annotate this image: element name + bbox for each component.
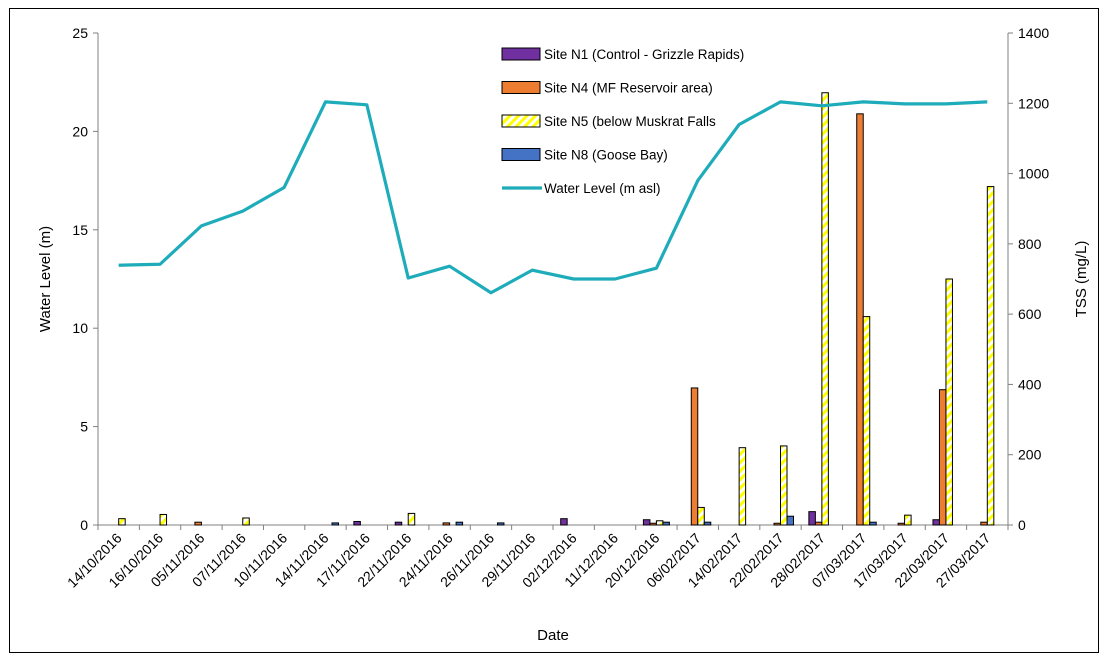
bar-site-n5-below-muskrat-falls bbox=[821, 92, 829, 526]
left-y-tick-label: 10 bbox=[72, 320, 88, 336]
water-level-line-group bbox=[118, 100, 988, 295]
x-axis-title: Date bbox=[537, 627, 569, 644]
bar-site-n8-goose-bay bbox=[331, 522, 339, 526]
left-y-tick-label: 20 bbox=[72, 123, 88, 139]
left-y-tick-label: 5 bbox=[80, 419, 88, 435]
bar-site-n5-below-muskrat-falls bbox=[697, 506, 705, 526]
legend-label: Water Level (m asl) bbox=[544, 181, 661, 196]
y-tick-labels: 0 5 10 15 20 25 0 200 400 600 800 1000 1200 1400 bbox=[72, 25, 1049, 533]
axes bbox=[93, 32, 1013, 530]
bar-site-n8-goose-bay bbox=[869, 521, 877, 526]
right-y-tick-label: 1200 bbox=[1018, 95, 1049, 111]
legend-label: Site N5 (below Muskrat Falls bbox=[544, 114, 716, 129]
right-y-tick-label: 1000 bbox=[1018, 166, 1049, 182]
legend-swatch-site-n8-goose-bay bbox=[501, 148, 541, 161]
bar-site-n5-below-muskrat-falls bbox=[407, 512, 416, 526]
water-level-line bbox=[118, 100, 988, 295]
right-y-tick-label: 400 bbox=[1018, 376, 1042, 392]
legend-label: Site N4 (MF Reservoir area) bbox=[544, 81, 713, 96]
bar-site-n5-below-muskrat-falls bbox=[159, 513, 168, 526]
bar-site-n8-goose-bay bbox=[703, 521, 712, 526]
x-tick-labels: 14/10/201616/10/201605/11/201607/11/2016… bbox=[64, 530, 994, 591]
bar-site-n5-below-muskrat-falls bbox=[862, 316, 871, 526]
bar-site-n1-control-grizzle-rapids bbox=[394, 521, 403, 526]
right-y-tick-label: 800 bbox=[1018, 236, 1042, 252]
bar-site-n5-below-muskrat-falls bbox=[118, 518, 126, 526]
bar-site-n8-goose-bay bbox=[786, 515, 794, 526]
right-y-tick-label: 600 bbox=[1018, 306, 1042, 322]
left-y-tick-label: 0 bbox=[80, 517, 88, 533]
bar-site-n1-control-grizzle-rapids bbox=[560, 518, 568, 526]
left-y-tick-label: 25 bbox=[72, 25, 88, 41]
legend-swatch-site-n4-mf-reservoir-area bbox=[501, 81, 541, 94]
right-y-tick-label: 1400 bbox=[1018, 25, 1049, 41]
bar-site-n5-below-muskrat-falls bbox=[945, 278, 953, 526]
legend-swatch-site-n1-control-grizzle-rapids bbox=[501, 47, 541, 61]
bars bbox=[118, 92, 995, 526]
left-y-tick-label: 15 bbox=[72, 222, 88, 238]
right-y-axis-title: TSS (mg/L) bbox=[1073, 241, 1090, 318]
right-y-tick-label: 200 bbox=[1018, 447, 1042, 463]
bar-site-n4-mf-reservoir-area bbox=[690, 387, 699, 526]
bar-site-n1-control-grizzle-rapids bbox=[642, 519, 651, 526]
bar-site-n5-below-muskrat-falls bbox=[738, 447, 747, 526]
bar-site-n4-mf-reservoir-area bbox=[938, 389, 947, 526]
legend: Site N1 (Control - Grizzle Rapids) Site N… bbox=[501, 47, 744, 196]
right-y-tick-label: 0 bbox=[1018, 517, 1026, 533]
legend-label: Site N8 (Goose Bay) bbox=[544, 148, 668, 163]
left-y-axis-title: Water Level (m) bbox=[37, 226, 54, 332]
chart-frame bbox=[9, 8, 1099, 653]
bar-site-n5-below-muskrat-falls bbox=[986, 186, 995, 526]
bar-site-n5-below-muskrat-falls bbox=[904, 514, 912, 526]
bar-site-n5-below-muskrat-falls bbox=[655, 520, 664, 526]
bar-site-n4-mf-reservoir-area bbox=[814, 521, 823, 526]
bar-site-n1-control-grizzle-rapids bbox=[808, 511, 816, 526]
bar-site-n5-below-muskrat-falls bbox=[242, 517, 250, 526]
bar-site-n4-mf-reservoir-area bbox=[856, 113, 864, 526]
legend-label: Site N1 (Control - Grizzle Rapids) bbox=[544, 47, 744, 62]
bar-site-n1-control-grizzle-rapids bbox=[932, 519, 940, 526]
bar-site-n8-goose-bay bbox=[662, 521, 670, 526]
bar-site-n4-mf-reservoir-area bbox=[649, 522, 657, 526]
bar-site-n4-mf-reservoir-area bbox=[194, 521, 202, 526]
bar-site-n8-goose-bay bbox=[455, 521, 464, 526]
bar-site-n1-control-grizzle-rapids bbox=[353, 520, 361, 526]
bar-site-n4-mf-reservoir-area bbox=[897, 522, 906, 526]
bar-site-n4-mf-reservoir-area bbox=[980, 521, 988, 526]
bar-site-n8-goose-bay bbox=[496, 522, 505, 526]
bar-site-n5-below-muskrat-falls bbox=[780, 445, 788, 526]
bar-site-n4-mf-reservoir-area bbox=[773, 522, 781, 526]
bar-site-n4-mf-reservoir-area bbox=[442, 522, 451, 526]
legend-swatch-site-n5-below-muskrat-falls bbox=[501, 114, 541, 128]
